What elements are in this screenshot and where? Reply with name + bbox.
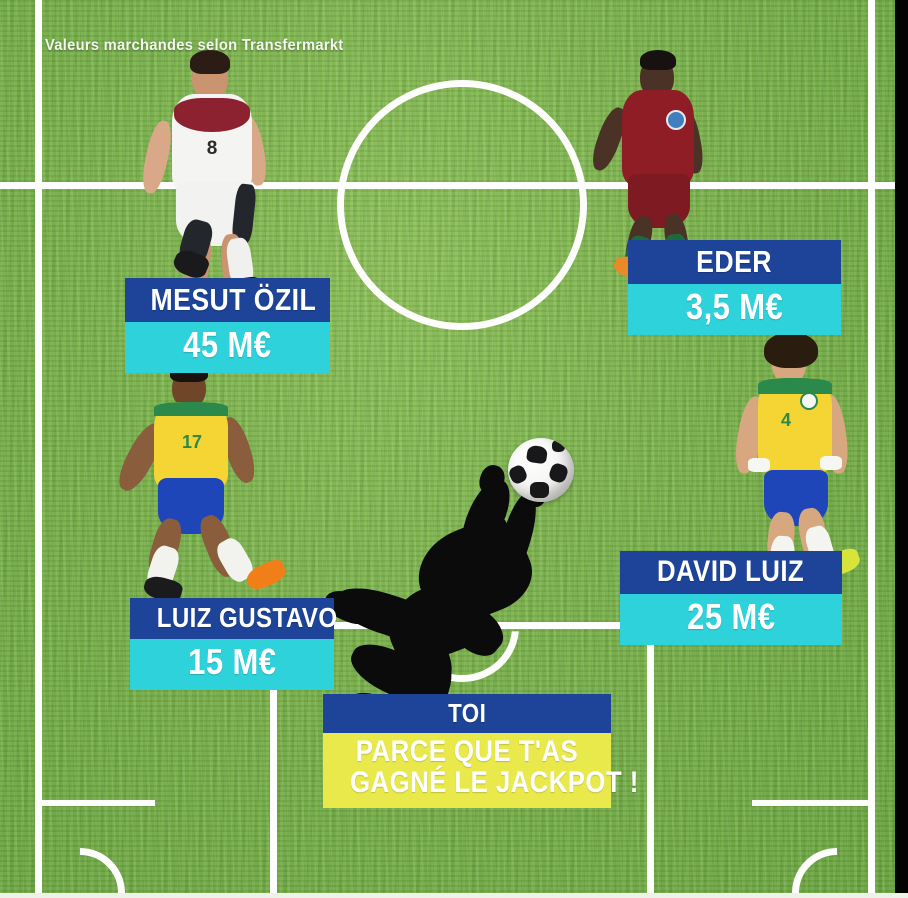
player-card-toi: TOI PARCE QUE T'AS GAGNÉ LE JACKPOT !: [323, 694, 638, 809]
player-card-luiz-gustavo-name: LUIZ GUSTAVO: [130, 598, 337, 639]
pitch-center-circle: [337, 80, 587, 330]
gustavo-shirt-number: 17: [181, 432, 203, 452]
pitch-line-sideline-left: [35, 0, 42, 898]
player-card-david-luiz-value: 25 M€: [620, 594, 842, 645]
ozil-hair: [190, 50, 230, 74]
player-figure-luiz-gustavo: 17: [112, 360, 300, 610]
david-wristband-left: [748, 458, 770, 472]
ozil-shirt-number: 8: [206, 138, 218, 159]
pitch-line-goalline-right: [752, 800, 872, 806]
pitch-line-goalline-left: [35, 800, 155, 806]
david-hair: [764, 332, 818, 368]
pitch-line-penalty-right: [647, 622, 654, 898]
ozil-shirt-chest-band: [174, 98, 250, 132]
right-black-border: [895, 0, 908, 898]
player-card-luiz-gustavo: LUIZ GUSTAVO 15 M€: [130, 598, 337, 690]
soccer-ball-icon: [508, 438, 574, 502]
pitch-line-penalty-left: [270, 622, 277, 898]
player-card-david-luiz: DAVID LUIZ 25 M€: [620, 551, 842, 645]
player-figure-eder: [587, 48, 714, 284]
eder-shirt: [622, 90, 694, 186]
player-card-ozil: MESUT ÖZIL 45 M€: [125, 278, 330, 373]
player-card-eder-value: 3,5 M€: [628, 284, 841, 335]
player-card-toi-name: TOI: [323, 694, 611, 733]
player-card-ozil-name: MESUT ÖZIL: [125, 278, 330, 322]
eder-hair: [640, 50, 676, 70]
player-card-eder-name: EDER: [628, 240, 841, 284]
bottom-white-border: [0, 893, 908, 898]
david-shirt-number: 4: [780, 410, 791, 430]
eder-sleeve-badge: [666, 110, 686, 130]
david-shirt-collar: [758, 378, 832, 394]
david-wristband-right: [820, 456, 842, 470]
source-caption: Valeurs marchandes selon Transfermarkt: [45, 37, 344, 54]
david-shirt: [758, 378, 832, 474]
player-figure-david-luiz: 4: [731, 330, 868, 601]
player-card-eder: EDER 3,5 M€: [628, 240, 841, 335]
player-card-ozil-value: 45 M€: [125, 322, 330, 373]
david-shorts-number: [792, 482, 812, 504]
pitch-line-sideline-right: [868, 0, 875, 898]
player-figure-ozil: 8: [138, 42, 280, 303]
gustavo-shirt-collar: [154, 402, 228, 416]
player-card-toi-value: PARCE QUE T'AS GAGNÉ LE JACKPOT !: [323, 733, 638, 809]
player-card-david-luiz-name: DAVID LUIZ: [620, 551, 842, 594]
david-shirt-crest: [800, 392, 818, 410]
player-card-luiz-gustavo-value: 15 M€: [130, 639, 334, 690]
gustavo-shirt: [154, 402, 228, 490]
